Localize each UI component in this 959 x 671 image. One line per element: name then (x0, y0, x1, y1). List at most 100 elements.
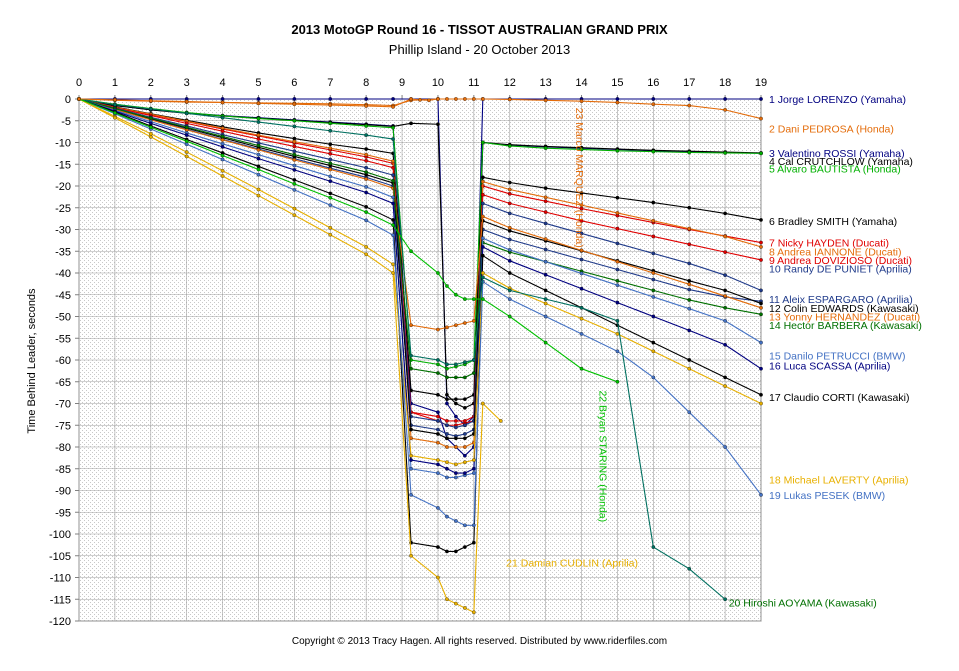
data-point (328, 174, 333, 179)
x-tick-label: 2 (148, 77, 154, 89)
data-point (148, 125, 153, 130)
x-tick-label: 8 (363, 77, 369, 89)
data-point (445, 325, 449, 330)
data-point (579, 286, 584, 291)
data-point (220, 100, 225, 105)
data-point (471, 466, 476, 471)
data-point (328, 179, 333, 184)
data-point (220, 168, 225, 173)
data-point (507, 187, 512, 192)
data-point (759, 301, 763, 306)
y-tick-label: -35 (55, 246, 71, 258)
data-point (687, 366, 692, 371)
data-point (507, 271, 512, 275)
data-point (687, 328, 692, 333)
data-point (480, 179, 485, 184)
data-point (723, 318, 727, 323)
data-point (409, 366, 413, 371)
data-point (687, 287, 692, 292)
data-point (651, 102, 656, 107)
data-point (328, 146, 333, 151)
data-point (507, 248, 512, 252)
data-point (409, 323, 413, 328)
data-point (723, 294, 727, 298)
data-point (184, 142, 189, 147)
data-point (471, 458, 476, 462)
data-point (687, 282, 692, 287)
data-point (480, 140, 485, 145)
data-point (445, 597, 449, 602)
data-point (615, 318, 620, 323)
data-point (364, 185, 369, 189)
series-inline-label: 23 Marco MARQUEZ (Honda) (573, 108, 585, 248)
data-point (543, 98, 548, 103)
x-tick-label: 12 (504, 77, 516, 89)
x-tick-label: 18 (719, 77, 731, 89)
data-point (759, 245, 763, 249)
data-point (651, 340, 656, 345)
data-point (615, 332, 620, 336)
series-end-label: 8 Andrea IANNONE (Ducati) (769, 246, 901, 258)
data-point (77, 97, 81, 101)
data-point (687, 97, 692, 101)
data-point (364, 158, 369, 163)
chart-title: 2013 MotoGP Round 16 - TISSOT AUSTRALIAN… (291, 22, 668, 37)
series-inline-label: 21 Damian CUDLIN (Aprilia) (506, 558, 638, 570)
data-point (759, 401, 763, 406)
y-tick-label: -95 (55, 507, 71, 519)
data-point (148, 134, 153, 139)
data-point (364, 190, 369, 195)
data-point (364, 218, 369, 223)
data-point (436, 414, 440, 419)
data-point (463, 523, 467, 528)
data-point (445, 366, 449, 371)
data-point (364, 104, 369, 108)
series-line (77, 97, 763, 475)
data-point (113, 111, 117, 115)
data-point (364, 165, 369, 170)
data-point (723, 597, 727, 602)
data-point (687, 150, 692, 155)
data-point (409, 249, 413, 254)
data-point (292, 144, 297, 149)
data-point (220, 141, 225, 146)
data-point (651, 545, 656, 549)
series-inline-label: 22 Bryan STARING (Honda) (596, 390, 608, 522)
data-point (148, 98, 153, 103)
data-point (256, 101, 261, 106)
data-point (364, 133, 369, 137)
data-point (615, 349, 620, 354)
data-point (184, 125, 189, 130)
data-point (364, 152, 369, 157)
data-point (723, 151, 727, 155)
data-point (543, 186, 548, 191)
data-point (615, 278, 620, 283)
data-point (292, 158, 297, 162)
data-point (391, 218, 395, 222)
y-tick-label: -10 (55, 138, 71, 150)
data-point (723, 108, 727, 112)
data-point (480, 236, 485, 241)
y-tick-label: -75 (55, 420, 71, 432)
data-point (220, 157, 225, 162)
data-point (292, 168, 297, 172)
data-point (328, 157, 333, 162)
data-point (409, 453, 413, 458)
data-point (445, 445, 449, 449)
data-point (148, 116, 153, 120)
data-point (723, 445, 727, 449)
data-point (723, 273, 727, 278)
x-tick-label: 15 (611, 77, 623, 89)
data-point (454, 425, 458, 430)
data-point (543, 297, 548, 301)
data-point (543, 221, 548, 226)
data-point (723, 305, 727, 310)
data-point (292, 206, 297, 211)
data-point (220, 97, 225, 101)
data-point (651, 218, 656, 223)
data-point (409, 97, 413, 101)
data-point (409, 553, 413, 558)
data-point (292, 118, 297, 123)
data-point (292, 188, 297, 192)
data-point (436, 440, 440, 445)
